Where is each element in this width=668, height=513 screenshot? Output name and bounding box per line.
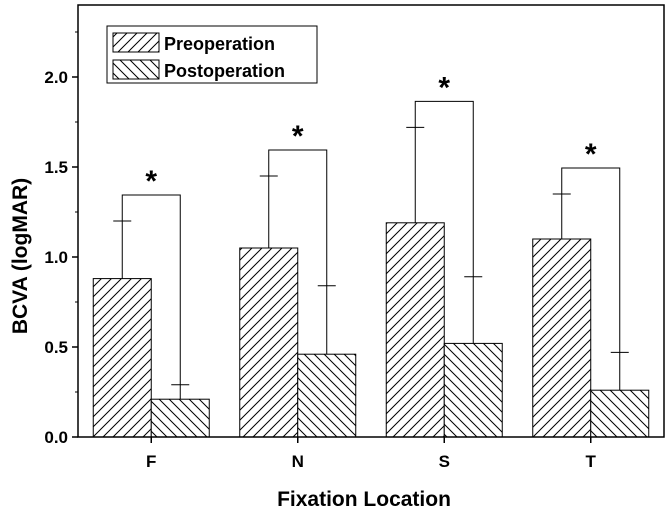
y-axis-title: BCVA (logMAR): [9, 178, 32, 334]
legend-label-preoperation: Preoperation: [164, 34, 275, 54]
y-tick-label: 2.0: [44, 68, 68, 87]
plot-frame: [77, 4, 665, 438]
x-tick-label-F: F: [146, 452, 156, 471]
bar-postoperation-F: [150, 398, 210, 438]
significance-star-T: *: [585, 138, 597, 171]
bar-preoperation-N: [239, 247, 299, 438]
bar-preoperation-T: [532, 238, 592, 438]
x-tick-label-S: S: [439, 452, 450, 471]
x-tick-label-T: T: [586, 452, 597, 471]
legend: Preoperation Postoperation: [106, 25, 318, 84]
bar-postoperation-T: [590, 389, 650, 438]
y-tick-label: 1.0: [44, 248, 68, 267]
plot-area: * F * N * S * T 0.0 0.5 1.0 1.5 2.0: [44, 4, 665, 471]
bar-postoperation-S: [443, 342, 503, 438]
legend-label-postoperation: Postoperation: [164, 61, 285, 81]
y-tick-label: 1.5: [44, 158, 68, 177]
x-tick-label-N: N: [292, 452, 304, 471]
bar-preoperation-S: [385, 222, 445, 438]
y-tick-label: 0.5: [44, 338, 68, 357]
significance-bracket-N: [268, 149, 328, 286]
significance-bracket-S: [414, 100, 474, 277]
legend-swatch-preoperation: [112, 32, 160, 53]
y-tick-label: 0.0: [44, 428, 68, 447]
significance-bracket-F: [121, 194, 181, 385]
significance-bracket-T: [561, 167, 621, 353]
bar-postoperation-N: [297, 353, 357, 438]
bar-preoperation-F: [92, 278, 152, 438]
legend-swatch-postoperation: [112, 59, 160, 80]
significance-star-F: *: [145, 165, 157, 198]
x-axis-title: Fixation Location: [277, 488, 451, 511]
significance-star-N: *: [292, 120, 304, 153]
significance-star-S: *: [438, 71, 450, 104]
